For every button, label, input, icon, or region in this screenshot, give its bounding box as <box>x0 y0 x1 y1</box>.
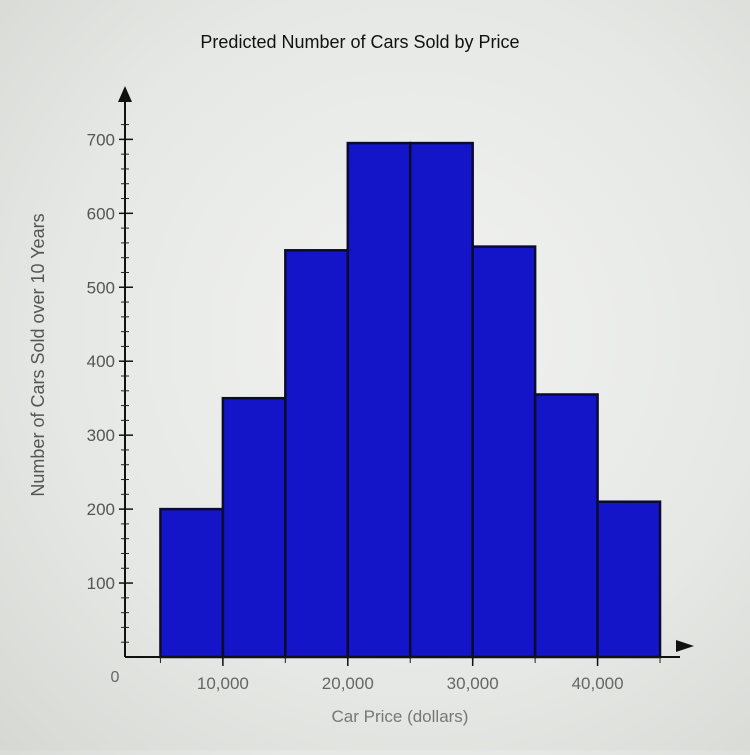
histogram-bar <box>471 245 537 659</box>
bars-layer <box>159 141 662 659</box>
y-tick-label: 200 <box>87 500 115 519</box>
histogram-bar <box>346 141 412 659</box>
y-axis-label: Number of Cars Sold over 10 Years <box>28 213 48 496</box>
y-tick-label: 400 <box>87 352 115 371</box>
x-tick-label: 40,000 <box>572 674 624 693</box>
y-tick-label: 600 <box>87 204 115 223</box>
y-tick-label: 300 <box>87 426 115 445</box>
histogram-bar <box>408 141 474 659</box>
histogram-bar <box>533 393 599 659</box>
x-axis-label: Car Price (dollars) <box>332 707 469 726</box>
y-axis-arrow <box>118 86 132 102</box>
histogram-bar <box>596 500 662 659</box>
histogram-bar <box>221 396 287 659</box>
chart-title: Predicted Number of Cars Sold by Price <box>200 32 519 52</box>
y-tick-label: 100 <box>87 574 115 593</box>
y-tick-label: 500 <box>87 278 115 297</box>
origin-label: 0 <box>111 669 120 686</box>
histogram-bar <box>159 507 225 659</box>
x-tick-label: 10,000 <box>197 674 249 693</box>
histogram-bar <box>284 249 350 659</box>
x-axis-arrow <box>676 640 694 652</box>
y-tick-label: 700 <box>87 130 115 149</box>
x-tick-label: 30,000 <box>447 674 499 693</box>
ticks-layer: 100 200 300 400 500 600 700 10,000 20,000 30,000 4… <box>87 124 661 693</box>
x-tick-label: 20,000 <box>322 674 374 693</box>
